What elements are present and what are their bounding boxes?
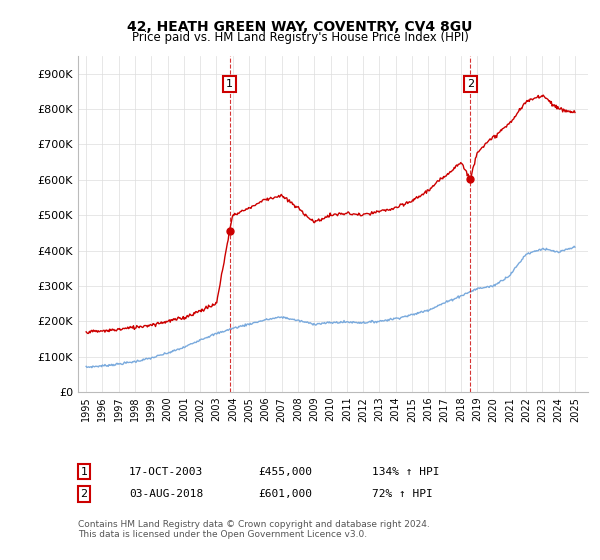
Text: 03-AUG-2018: 03-AUG-2018 [129, 489, 203, 499]
Text: 2: 2 [467, 80, 474, 89]
Text: £601,000: £601,000 [258, 489, 312, 499]
Text: 2: 2 [80, 489, 88, 499]
Text: 17-OCT-2003: 17-OCT-2003 [129, 466, 203, 477]
Text: 1: 1 [226, 80, 233, 89]
Text: Contains HM Land Registry data © Crown copyright and database right 2024.
This d: Contains HM Land Registry data © Crown c… [78, 520, 430, 539]
Text: Price paid vs. HM Land Registry's House Price Index (HPI): Price paid vs. HM Land Registry's House … [131, 31, 469, 44]
Text: £455,000: £455,000 [258, 466, 312, 477]
Text: 72% ↑ HPI: 72% ↑ HPI [372, 489, 433, 499]
Text: 1: 1 [80, 466, 88, 477]
Text: 134% ↑ HPI: 134% ↑ HPI [372, 466, 439, 477]
Text: 42, HEATH GREEN WAY, COVENTRY, CV4 8GU: 42, HEATH GREEN WAY, COVENTRY, CV4 8GU [127, 20, 473, 34]
